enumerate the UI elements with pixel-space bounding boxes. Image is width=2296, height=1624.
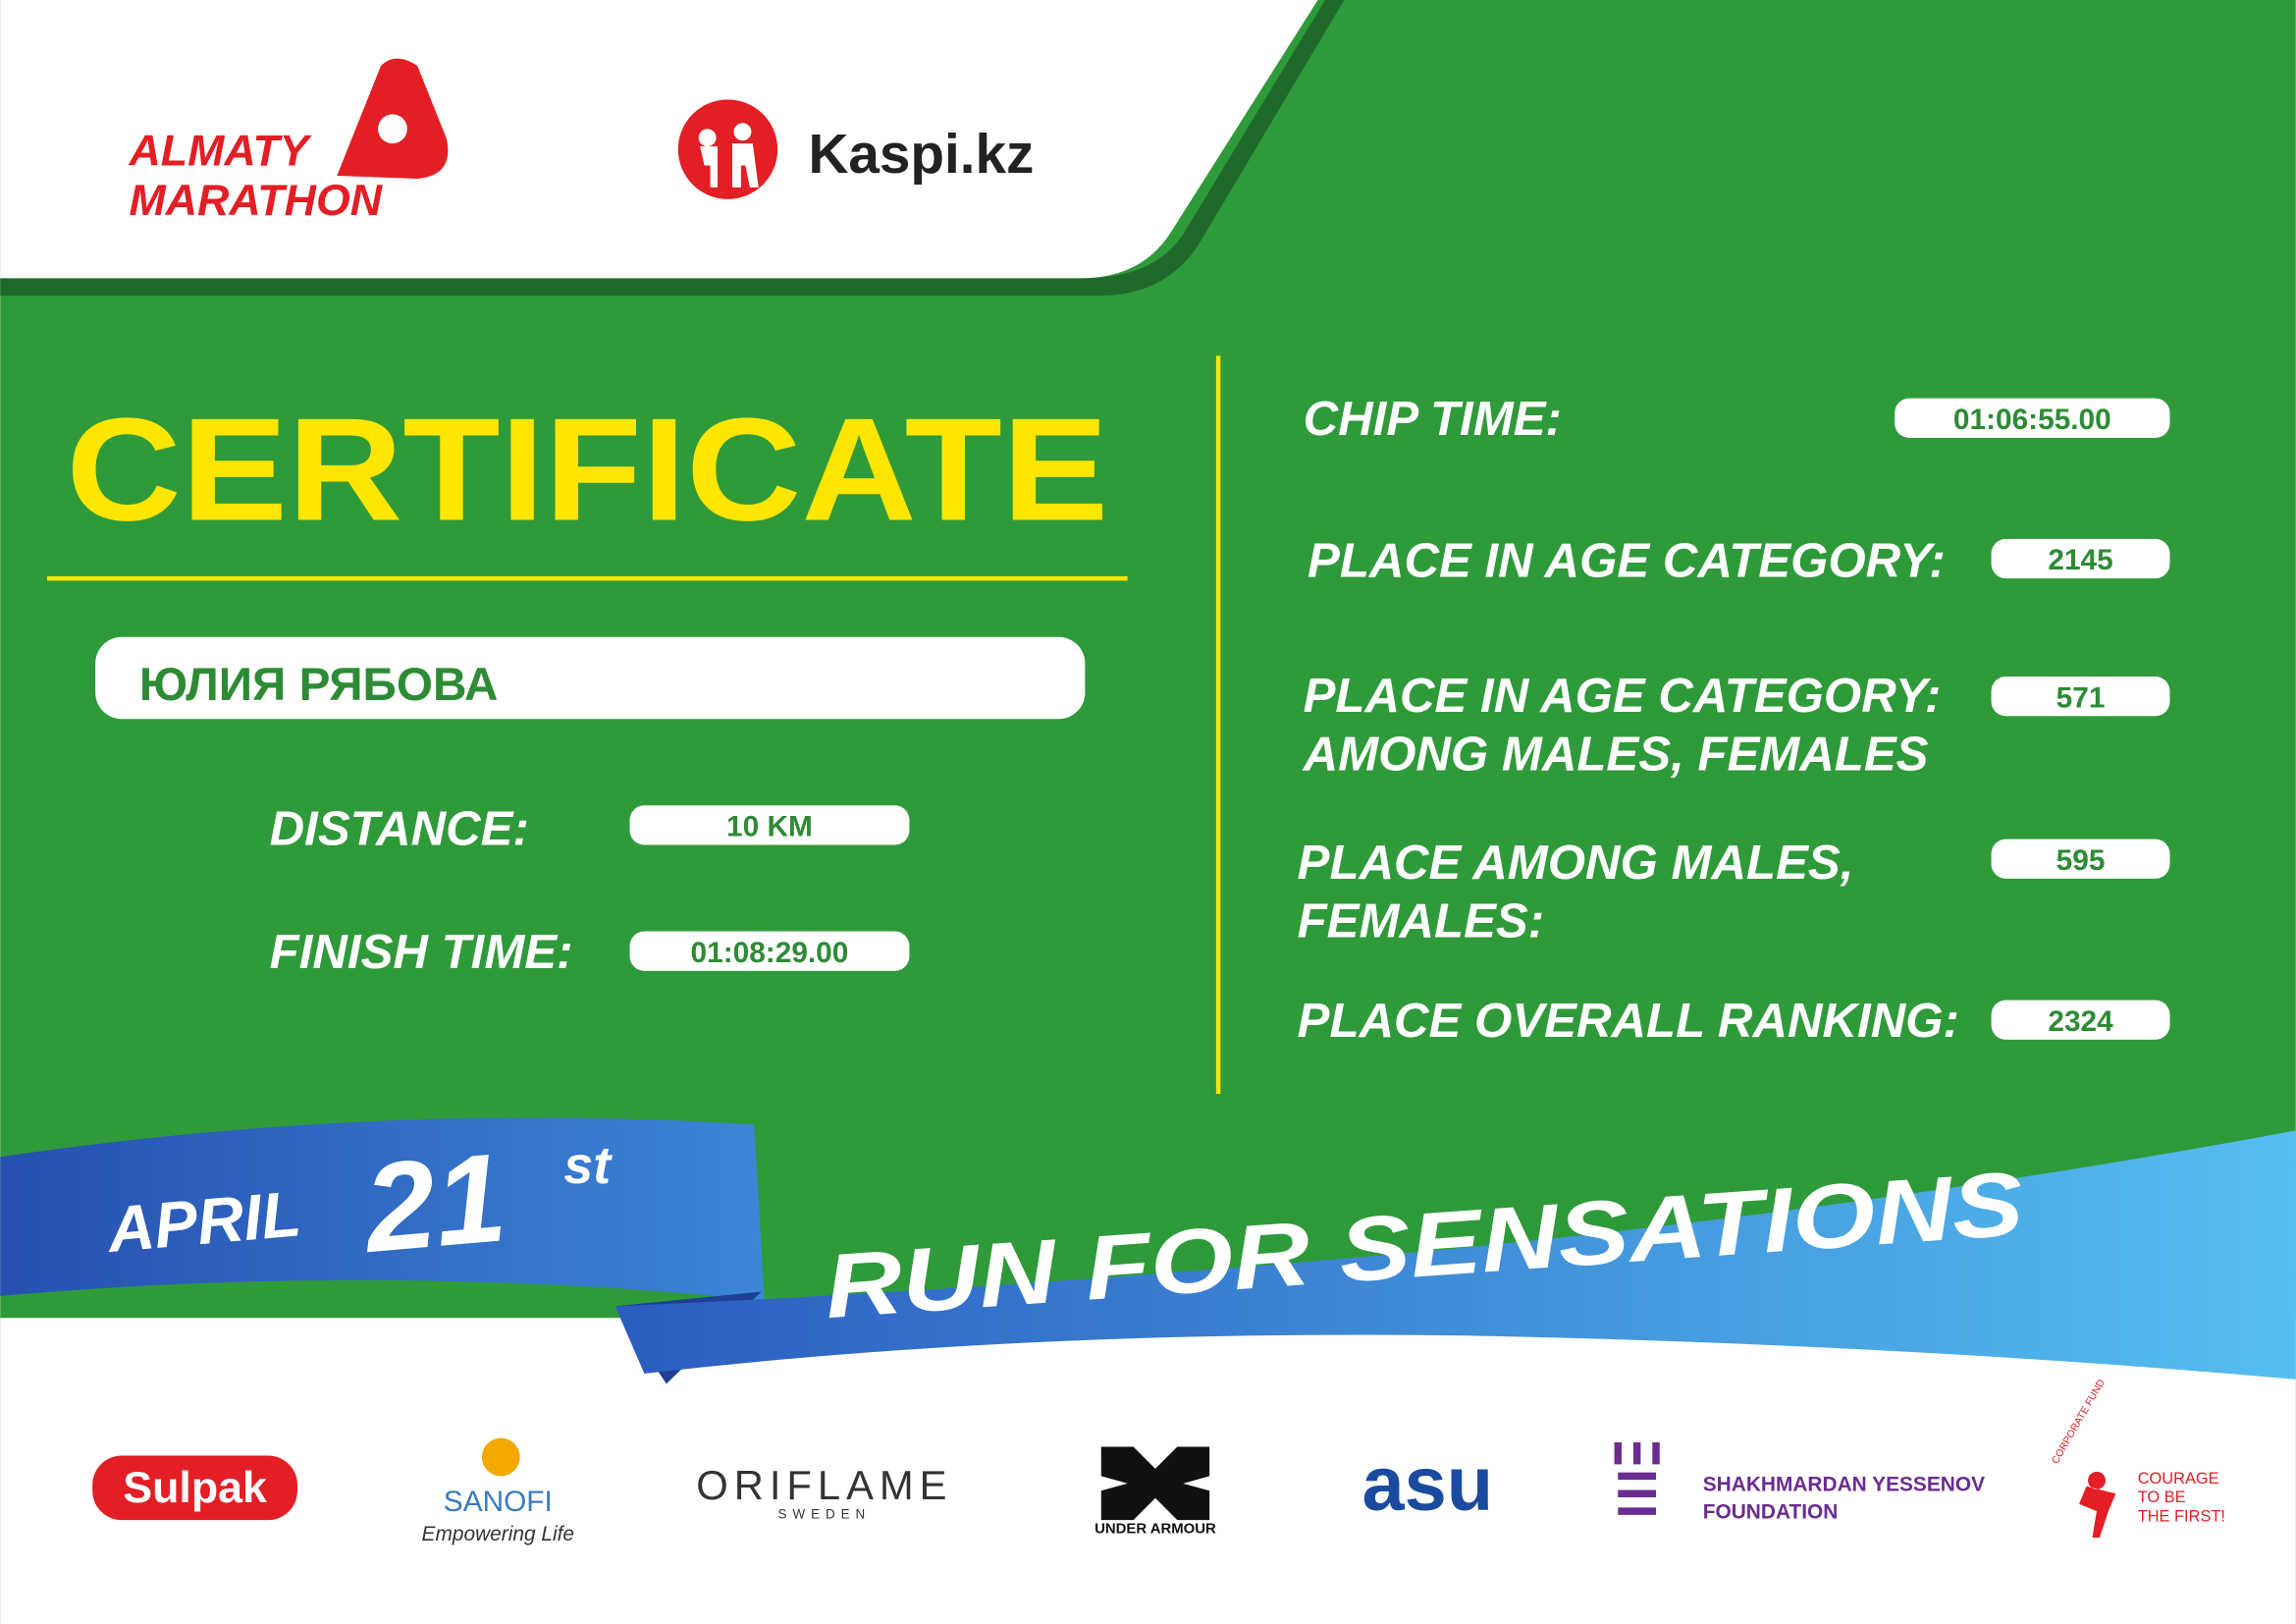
value-box	[629, 805, 910, 845]
partner: ORIFLAME	[696, 1462, 952, 1508]
partner: THE FIRST!	[2138, 1508, 2225, 1526]
field-label: PLACE AMONG MALES,	[1298, 836, 1854, 890]
partner: Empowering Life	[422, 1523, 574, 1545]
value-box	[1991, 1000, 2170, 1040]
value-box	[629, 931, 910, 971]
value-box	[1991, 839, 2170, 879]
name-box	[95, 636, 1086, 720]
logo-runner	[378, 114, 407, 144]
partner: COURAGE	[2138, 1470, 2219, 1488]
partner: asu	[1362, 1442, 1494, 1527]
field-label: PLACE IN AGE CATEGORY:	[1304, 669, 1942, 723]
partner: FOUNDATION	[1703, 1501, 1839, 1524]
field-label: AMONG MALES, FEMALES	[1302, 727, 1929, 781]
field-value: 595	[2056, 844, 2106, 877]
sponsor-name: Kaspi.kz	[808, 124, 1034, 186]
field-value: 01:06:55.00	[1953, 404, 2111, 436]
value-box	[1991, 538, 2170, 579]
fund-figure	[2079, 1471, 2116, 1539]
logo-text: MARATHON	[129, 176, 383, 225]
field-label: PLACE IN AGE CATEGORY:	[1308, 534, 1946, 588]
field-value: 2145	[2048, 544, 2112, 576]
ribbon-main	[614, 1130, 2296, 1380]
title: CERTIFICATE	[66, 387, 1108, 551]
fields: DISTANCE: 10 KM FINISH TIME: 01:08:29.00 CHI…	[270, 392, 2170, 1048]
field-value: 10 KM	[726, 811, 813, 843]
sanofi-mark	[481, 1437, 520, 1477]
partner: UNDER ARMOUR	[1095, 1522, 1216, 1538]
value-box	[1991, 677, 2170, 717]
field-value: 571	[2056, 681, 2106, 714]
date-month: APRIL	[103, 1177, 303, 1266]
partner: SHAKHMARDAN YESSENOV	[1703, 1473, 1985, 1495]
value-box	[1895, 398, 2170, 438]
header	[0, 0, 1318, 279]
field-value: 01:08:29.00	[691, 937, 849, 969]
logo-text: ALMATY	[128, 127, 312, 176]
date-day: 21	[357, 1127, 511, 1279]
field-value: 2324	[2048, 1005, 2113, 1038]
ribbon-left	[0, 1117, 765, 1301]
field-label: CHIP TIME:	[1304, 392, 1562, 446]
sulpak-logo	[92, 1455, 297, 1521]
date-suffix: st	[563, 1136, 613, 1195]
partner: TO BE	[2138, 1489, 2186, 1506]
partner: SWEDEN	[778, 1507, 872, 1522]
sponsor-figures	[698, 123, 759, 188]
sponsor-logo	[677, 99, 778, 199]
yessenov-mark	[1614, 1442, 1660, 1515]
field-label: PLACE OVERALL RANKING:	[1298, 994, 1959, 1048]
partner: SANOFI	[444, 1486, 553, 1518]
ua-logo	[1100, 1446, 1210, 1521]
field-label: FEMALES:	[1298, 894, 1544, 948]
partner: Sulpak	[123, 1463, 267, 1512]
field-label: FINISH TIME:	[270, 925, 573, 979]
field-label: DISTANCE:	[270, 802, 529, 856]
participant-name: ЮЛИЯ РЯБОВА	[139, 659, 499, 711]
